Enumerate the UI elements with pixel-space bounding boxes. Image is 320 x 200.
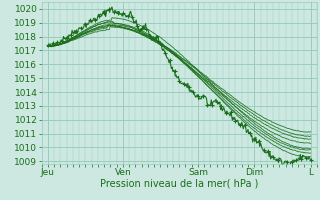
X-axis label: Pression niveau de la mer( hPa ): Pression niveau de la mer( hPa ) [100, 179, 258, 189]
